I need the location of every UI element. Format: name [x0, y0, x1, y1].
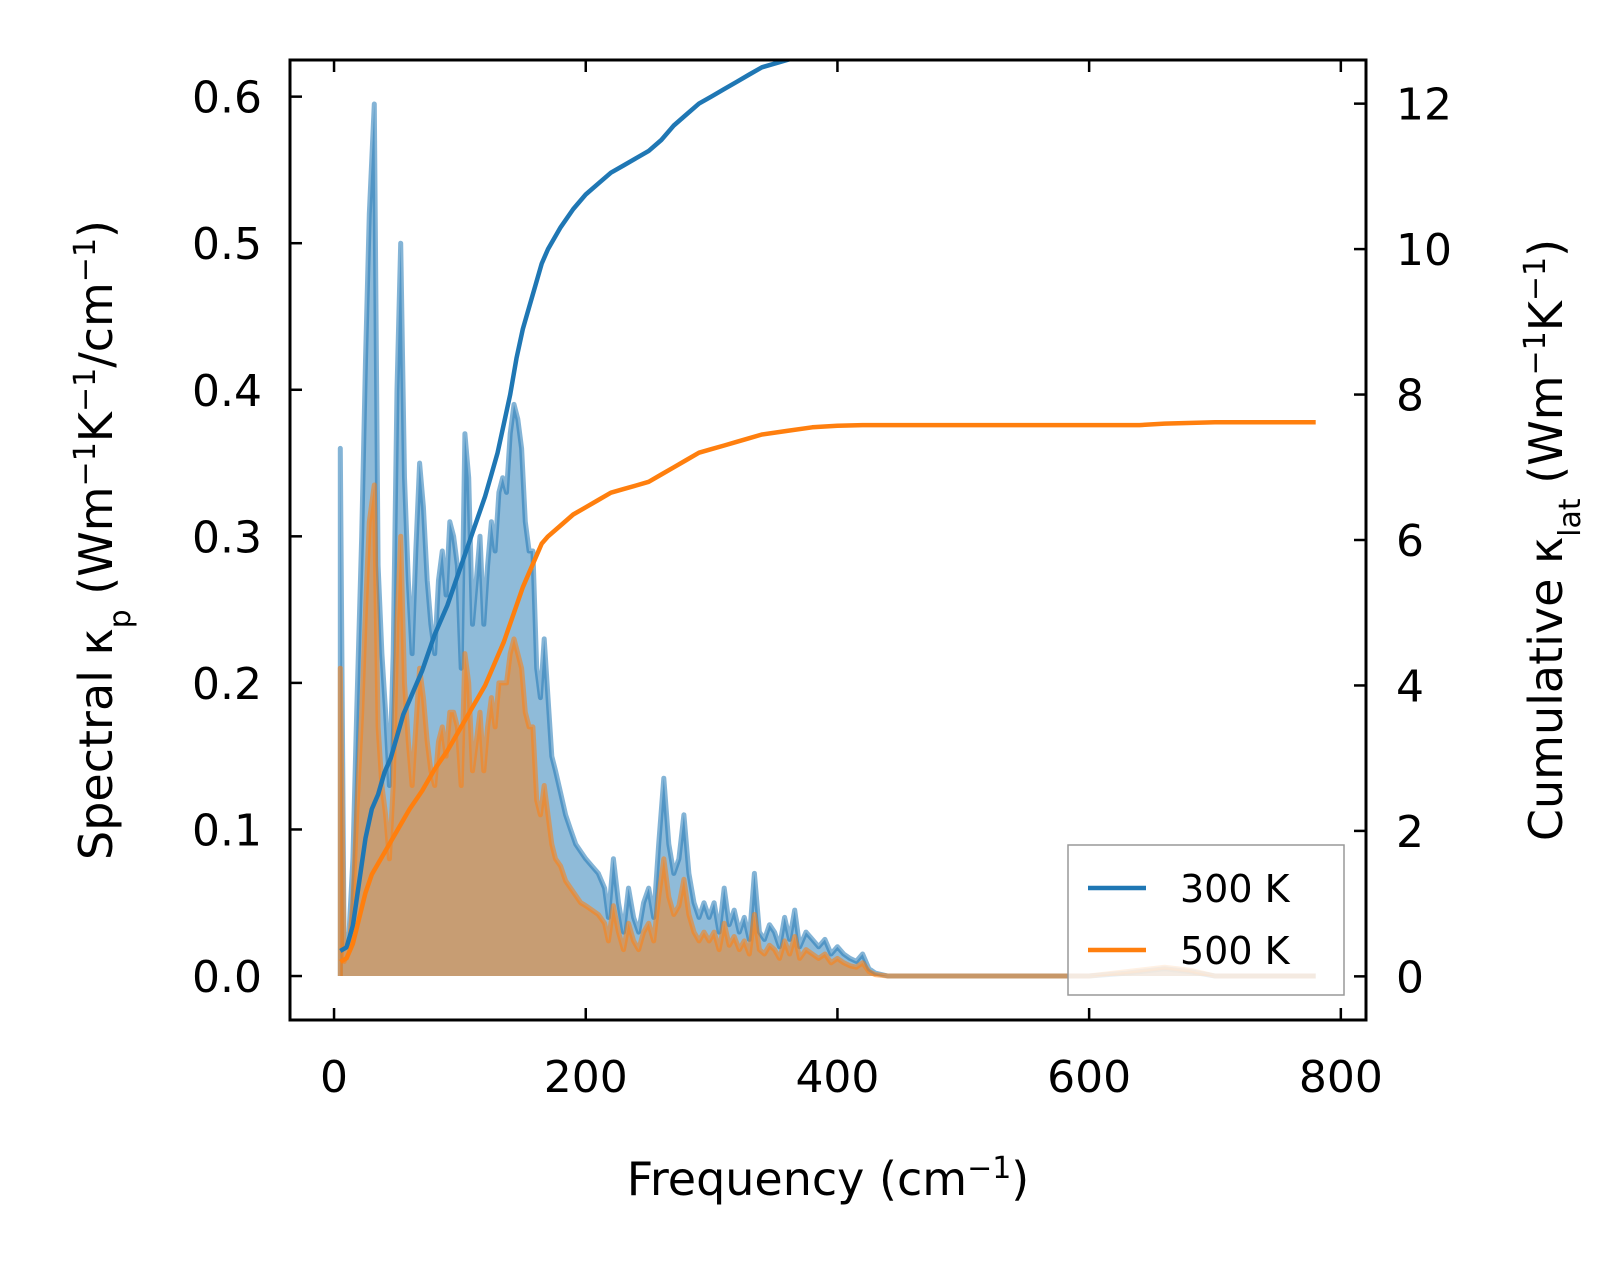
- y-right-tick-label: 4: [1396, 661, 1424, 712]
- x-tick-label: 600: [1047, 1052, 1131, 1103]
- cumulative-line-500-k: [339, 419, 1316, 964]
- legend-label: 300 K: [1180, 867, 1291, 911]
- legend-box: [1067, 844, 1345, 996]
- x-tick-label: 400: [795, 1052, 879, 1103]
- y-left-tick-label: 0.4: [192, 366, 262, 417]
- axis-ticks: [290, 60, 1366, 1020]
- y-left-tick-label: 0.0: [192, 952, 262, 1003]
- y-right-tick-label: 6: [1396, 516, 1424, 567]
- y-right-tick-label: 2: [1396, 807, 1424, 858]
- y-right-tick-label: 10: [1396, 225, 1452, 276]
- y-left-axis-label: Spectral κp (Wm−1K−1/cm−1): [68, 220, 138, 860]
- y-right-tick-label: 8: [1396, 371, 1424, 422]
- x-axis-label: Frequency (cm−1): [627, 1151, 1030, 1207]
- y-left-tick-label: 0.2: [192, 659, 262, 710]
- y-left-tick-label: 0.3: [192, 512, 262, 563]
- spectral-outline-500-k: [337, 482, 1316, 979]
- cumulative-line-300-k: [339, 60, 796, 953]
- y-left-tick-label: 0.5: [192, 219, 262, 270]
- axis-tick-labels: 0 200 400 600 800 0.0 0.1 0.2 0.3 0.4 0.5 0.6 0 2 4 6 8 1…: [192, 73, 1452, 1103]
- axis-labels: Frequency (cm−1) Spectral κp (Wm−1K−1/cm−…: [68, 220, 1588, 1206]
- spectral-area-500-k: [340, 485, 1316, 977]
- spectral-outline-300-k: [337, 101, 1316, 979]
- cumulative-lines: [339, 60, 1316, 964]
- y-right-tick-label: 0: [1396, 952, 1424, 1003]
- y-right-axis-label: Cumulative κlat (Wm−1K−1): [1518, 239, 1588, 841]
- y-right-tick-label: 12: [1396, 80, 1452, 131]
- legend: 300 K 500 K: [1067, 844, 1345, 996]
- y-left-tick-label: 0.6: [192, 73, 262, 124]
- x-tick-label: 800: [1299, 1052, 1383, 1103]
- x-tick-label: 0: [320, 1052, 348, 1103]
- legend-label: 500 K: [1180, 929, 1291, 973]
- spectral-fills: [337, 101, 1316, 979]
- x-tick-label: 200: [544, 1052, 628, 1103]
- y-left-tick-label: 0.1: [192, 805, 262, 856]
